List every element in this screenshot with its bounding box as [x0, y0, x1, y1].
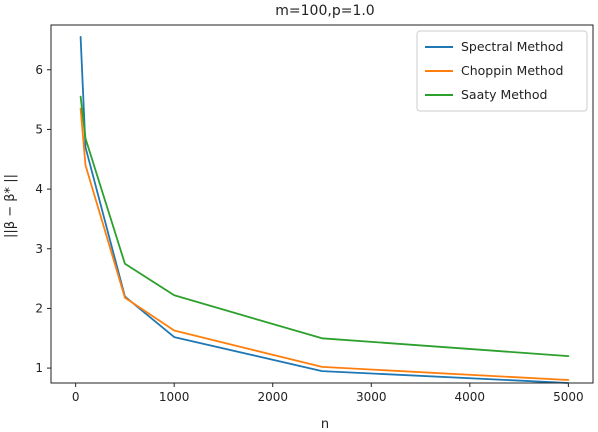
legend: Spectral Method Choppin Method Saaty Metho…	[416, 30, 588, 112]
y-tick-label: 5	[35, 122, 43, 136]
x-tick-label: 4000	[455, 390, 486, 404]
series-line-saaty-method	[79, 95, 570, 358]
plot-frame	[50, 24, 594, 384]
y-tick-label: 3	[35, 242, 43, 256]
legend-entry-label: Spectral Method	[461, 39, 563, 54]
y-tick-label: 4	[35, 182, 43, 196]
series-line-choppin-method	[79, 107, 570, 381]
legend-box	[416, 30, 588, 112]
y-tick-label: 1	[35, 361, 43, 375]
chart-title: m=100,p=1.0	[275, 3, 374, 19]
x-tick-label: 0	[72, 390, 80, 404]
x-axis-label: n	[321, 417, 329, 432]
x-tick-label: 2000	[257, 390, 288, 404]
y-tick-label: 6	[35, 63, 43, 77]
legend-entry-label: Choppin Method	[461, 63, 563, 78]
y-tick-label: 2	[35, 301, 43, 315]
x-tick-label: 3000	[356, 390, 387, 404]
legend-entry-label: Saaty Method	[461, 87, 547, 102]
x-tick-label: 5000	[553, 390, 584, 404]
y-axis-label: ||β − β* ||	[3, 174, 18, 238]
x-tick-label: 1000	[159, 390, 190, 404]
